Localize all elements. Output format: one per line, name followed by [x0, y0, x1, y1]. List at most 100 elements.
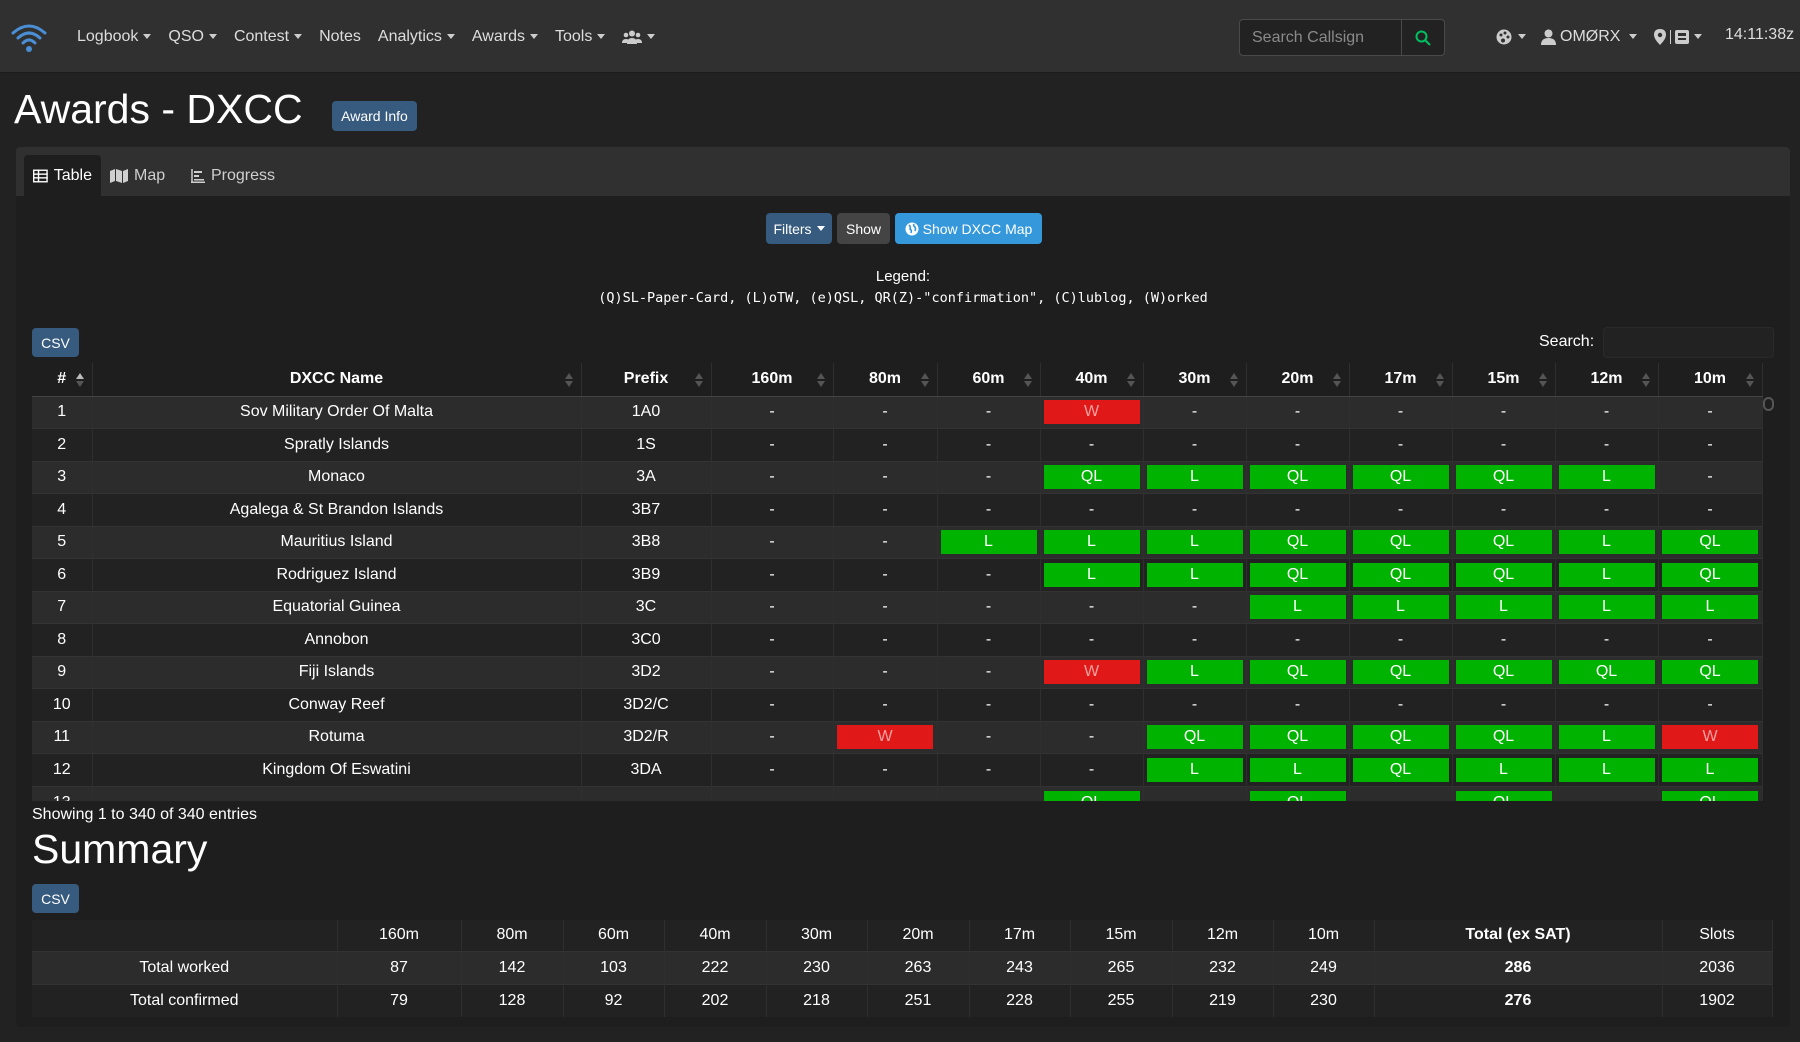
column-header[interactable]: 20m	[1246, 363, 1350, 397]
band-status-confirmed[interactable]: QL	[1249, 562, 1346, 587]
band-status-worked[interactable]: W	[1043, 660, 1140, 685]
nav-item-qso[interactable]: QSO	[168, 28, 217, 46]
band-status-confirmed[interactable]: QL	[1455, 790, 1552, 801]
band-status-confirmed[interactable]: L	[1249, 595, 1346, 620]
table-scrollbar[interactable]	[1763, 397, 1774, 411]
band-status-confirmed[interactable]: L	[1455, 595, 1552, 620]
show-dxcc-map-button[interactable]: Show DXCC Map	[895, 213, 1042, 244]
band-cell: QL	[1040, 460, 1144, 494]
band-status-confirmed[interactable]: QL	[1249, 725, 1346, 750]
band-status-confirmed[interactable]: QL	[1662, 530, 1758, 555]
band-status-confirmed[interactable]: QL	[1352, 757, 1449, 782]
band-status-confirmed[interactable]: L	[1043, 562, 1140, 587]
band-status-empty: -	[1707, 403, 1713, 421]
nav-item-analytics[interactable]: Analytics	[378, 28, 455, 46]
row-number: 6	[32, 558, 93, 591]
band-status-confirmed[interactable]: QL	[1043, 790, 1140, 801]
column-header[interactable]: #	[32, 363, 93, 397]
column-header[interactable]: 60m	[937, 363, 1041, 397]
band-status-confirmed[interactable]: QL	[1352, 465, 1449, 490]
band-status-confirmed[interactable]: L	[1146, 660, 1243, 685]
nav-item-contest[interactable]: Contest	[234, 28, 303, 46]
band-status-confirmed[interactable]: QL	[1352, 562, 1449, 587]
band-status-confirmed[interactable]: L	[1662, 595, 1758, 620]
band-status-confirmed[interactable]: L	[1558, 595, 1655, 620]
band-status-worked[interactable]: W	[837, 725, 933, 750]
band-status-confirmed[interactable]: L	[1146, 530, 1243, 555]
theme-menu[interactable]	[1495, 0, 1526, 73]
tab-map[interactable]: Map	[101, 155, 174, 196]
band-status-confirmed[interactable]: QL	[1455, 465, 1552, 490]
column-header[interactable]: 10m	[1658, 363, 1763, 397]
band-status-confirmed[interactable]: QL	[1455, 562, 1552, 587]
band-status-confirmed[interactable]: QL	[1455, 660, 1552, 685]
nav-item-tools[interactable]: Tools	[555, 28, 606, 46]
table-search-input[interactable]	[1603, 327, 1774, 358]
column-header[interactable]: DXCC Name	[92, 363, 582, 397]
nav-item-logbook[interactable]: Logbook	[77, 28, 152, 46]
band-status-confirmed[interactable]: L	[1662, 757, 1758, 782]
tab-progress[interactable]: Progress	[182, 155, 284, 196]
band-status-empty: -	[882, 695, 888, 713]
band-status-confirmed[interactable]: QL	[1249, 660, 1346, 685]
band-status-confirmed[interactable]: L	[1558, 530, 1655, 555]
band-status-confirmed[interactable]: QL	[1662, 660, 1758, 685]
band-cell: L	[1040, 558, 1144, 591]
band-status-confirmed[interactable]: QL	[1455, 530, 1552, 555]
band-status-confirmed[interactable]: QL	[1043, 465, 1140, 490]
band-status-confirmed[interactable]: L	[1558, 725, 1655, 750]
band-status-confirmed[interactable]: QL	[1662, 790, 1758, 801]
band-status-confirmed[interactable]: QL	[1558, 660, 1655, 685]
band-status-confirmed[interactable]: L	[1455, 757, 1552, 782]
band-status-confirmed[interactable]: QL	[1352, 725, 1449, 750]
column-header[interactable]: 160m	[711, 363, 834, 397]
band-status-confirmed[interactable]: L	[1558, 757, 1655, 782]
column-header[interactable]: 80m	[833, 363, 938, 397]
band-status-confirmed[interactable]: QL	[1662, 562, 1758, 587]
column-header[interactable]: 40m	[1040, 363, 1144, 397]
band-cell: -	[1143, 395, 1247, 429]
band-status-confirmed[interactable]: L	[1146, 465, 1243, 490]
band-status-confirmed[interactable]: L	[1146, 562, 1243, 587]
band-status-confirmed[interactable]: QL	[1146, 725, 1243, 750]
column-header[interactable]: 15m	[1452, 363, 1556, 397]
column-header[interactable]: 12m	[1555, 363, 1659, 397]
band-status-confirmed[interactable]: L	[1558, 562, 1655, 587]
band-status-confirmed[interactable]: QL	[1455, 725, 1552, 750]
band-status-confirmed[interactable]: L	[1352, 595, 1449, 620]
table-search-label: Search:	[1539, 333, 1595, 350]
location-menu[interactable]	[1654, 0, 1702, 73]
search-callsign-input[interactable]	[1239, 19, 1401, 56]
dxcc-prefix: 3D2/C	[581, 688, 712, 721]
wifi-logo-icon[interactable]	[9, 19, 49, 55]
user-menu[interactable]: OMØRX	[1541, 0, 1638, 73]
nav-item-awards[interactable]: Awards	[472, 28, 538, 46]
show-button[interactable]: Show	[837, 213, 890, 244]
band-status-confirmed[interactable]: L	[1043, 530, 1140, 555]
search-button[interactable]	[1401, 19, 1445, 56]
dxcc-name: Annobon	[92, 623, 582, 656]
dxcc-table-scroll[interactable]: # DXCC Name Prefix 160m 80m 60m 40m 30m 20m 17m 15…	[32, 363, 1778, 801]
table-csv-button[interactable]: CSV	[32, 328, 79, 357]
band-status-confirmed[interactable]: QL	[1352, 660, 1449, 685]
award-info-button[interactable]: Award Info	[332, 101, 417, 131]
band-status-confirmed[interactable]: L	[940, 530, 1037, 555]
band-status-confirmed[interactable]: QL	[1352, 530, 1449, 555]
band-status-confirmed[interactable]: QL	[1249, 465, 1346, 490]
column-header[interactable]: Prefix	[581, 363, 712, 397]
band-status-worked[interactable]: W	[1043, 400, 1140, 425]
tab-table[interactable]: Table	[24, 155, 101, 196]
band-status-confirmed[interactable]: L	[1249, 757, 1346, 782]
nav-item-notes[interactable]: Notes	[319, 28, 361, 46]
filters-button[interactable]: Filters	[766, 213, 832, 244]
nav-item-group[interactable]	[622, 30, 656, 44]
column-header[interactable]: 30m	[1143, 363, 1247, 397]
band-status-confirmed[interactable]: L	[1146, 757, 1243, 782]
band-status-worked[interactable]: W	[1662, 725, 1758, 750]
band-status-confirmed[interactable]: QL	[1249, 530, 1346, 555]
row-number: 9	[32, 655, 93, 689]
summary-csv-button[interactable]: CSV	[32, 884, 79, 913]
column-header[interactable]: 17m	[1349, 363, 1453, 397]
band-status-confirmed[interactable]: QL	[1249, 790, 1346, 801]
band-status-confirmed[interactable]: L	[1558, 465, 1655, 490]
